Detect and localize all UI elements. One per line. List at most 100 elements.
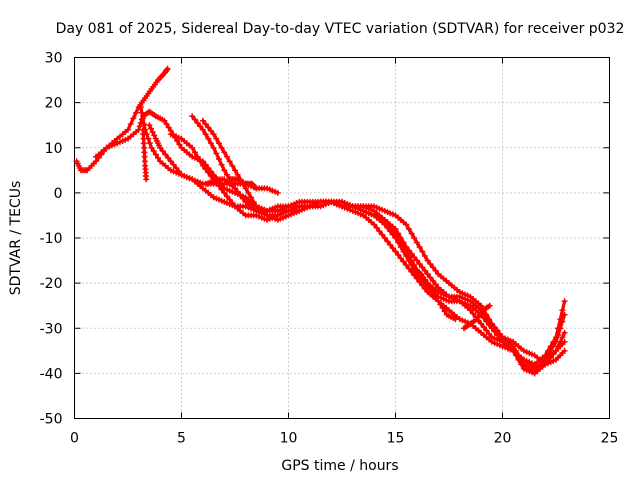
y-tick-label: -10 — [40, 231, 63, 247]
series-track-k — [409, 266, 459, 323]
data-point — [373, 224, 380, 231]
data-point — [439, 304, 446, 311]
y-tick-label: 30 — [45, 51, 63, 67]
data-point — [405, 257, 412, 264]
data-point — [550, 338, 557, 345]
data-point — [224, 193, 230, 200]
data-point — [561, 298, 568, 305]
data-point — [174, 138, 181, 144]
data-point — [428, 288, 435, 294]
y-tick-label: -50 — [40, 412, 63, 428]
data-point — [191, 149, 198, 156]
data-point — [555, 343, 562, 350]
data-point — [149, 129, 156, 135]
series-track-l — [461, 302, 493, 332]
data-point — [216, 140, 222, 147]
y-axis-label: SDTVAR / TECUs — [8, 181, 24, 296]
data-point — [437, 301, 444, 308]
data-point — [205, 135, 212, 142]
data-point — [136, 123, 143, 130]
series-track-d — [140, 126, 150, 183]
data-point — [557, 338, 564, 345]
data-point — [397, 255, 404, 262]
data-point — [371, 221, 378, 228]
data-point — [224, 153, 230, 160]
data-point — [545, 347, 551, 354]
data-point — [207, 173, 214, 179]
data-point — [478, 320, 485, 327]
data-point — [403, 253, 410, 259]
data-point — [379, 231, 386, 238]
data-point — [248, 194, 255, 201]
data-point — [408, 262, 415, 269]
data-point — [389, 231, 396, 238]
data-point — [400, 258, 407, 265]
data-point — [488, 325, 495, 332]
data-point — [561, 347, 568, 354]
data-point — [427, 260, 434, 267]
data-point — [125, 126, 131, 133]
data-point — [137, 104, 144, 111]
data-point — [202, 131, 209, 138]
data-point — [202, 166, 209, 173]
data-point — [148, 144, 155, 151]
data-point — [483, 318, 490, 325]
data-point — [155, 154, 161, 161]
data-point — [376, 228, 383, 235]
data-point — [229, 200, 236, 206]
data-point — [170, 161, 177, 168]
data-point — [392, 235, 399, 241]
series-track-i — [204, 176, 568, 372]
data-point — [199, 162, 206, 169]
y-tick-labels: -50 -40 -30 -20 -10 0 10 20 30 — [40, 51, 63, 428]
data-point — [432, 267, 439, 274]
x-tick-label: 0 — [70, 431, 79, 447]
data-point — [405, 265, 412, 272]
y-tick-label: 10 — [45, 141, 63, 157]
axis-ticks — [74, 57, 610, 419]
data-point — [130, 115, 137, 122]
data-point — [103, 144, 110, 151]
data-point — [138, 109, 145, 116]
data-point — [111, 141, 118, 148]
series-track-j — [227, 176, 260, 192]
data-point — [205, 124, 212, 131]
data-point — [240, 195, 246, 202]
data-point — [413, 257, 420, 264]
data-point — [424, 257, 431, 264]
series-track-e — [146, 122, 568, 368]
data-point — [216, 183, 222, 190]
data-point — [165, 124, 172, 131]
series-track-h — [199, 117, 568, 368]
data-point — [165, 154, 172, 161]
data-point — [418, 271, 425, 278]
series-track-a — [73, 65, 171, 174]
data-point — [143, 176, 150, 183]
data-point — [221, 149, 228, 156]
data-point — [419, 282, 426, 289]
data-point — [194, 119, 201, 126]
data-point — [400, 248, 407, 255]
x-tick-label: 20 — [494, 431, 512, 447]
x-tick-labels: 0 5 10 15 20 25 — [70, 431, 618, 447]
data-point — [397, 244, 404, 250]
data-point — [403, 262, 410, 269]
data-point — [435, 298, 442, 305]
data-point — [194, 153, 201, 160]
data-point — [557, 316, 564, 323]
data-point — [424, 271, 431, 278]
data-point — [175, 168, 182, 175]
data-point — [127, 121, 134, 128]
x-axis-label: GPS time / hours — [281, 458, 398, 474]
y-tick-label: 20 — [45, 96, 63, 112]
data-point — [176, 141, 183, 148]
data-point — [210, 144, 217, 151]
data-point — [229, 162, 236, 169]
y-tick-label: -20 — [40, 276, 63, 292]
data-point — [422, 277, 429, 284]
data-point — [173, 165, 180, 172]
data-point — [148, 125, 154, 132]
data-point — [221, 167, 228, 174]
data-point — [491, 328, 498, 335]
